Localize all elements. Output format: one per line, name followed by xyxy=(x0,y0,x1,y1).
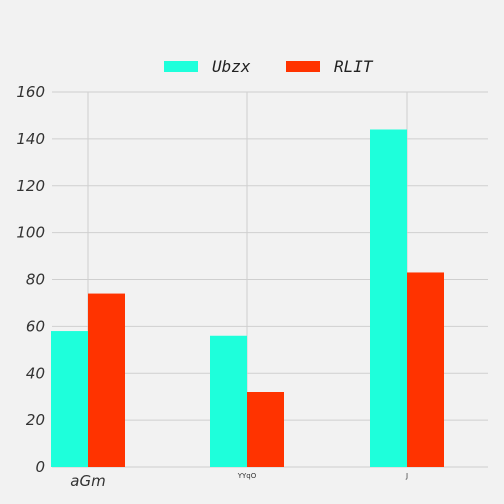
bars xyxy=(51,129,444,467)
x-tick-label: J xyxy=(405,472,408,480)
bar-rlit-yyqo xyxy=(247,392,284,467)
bar-rlit-j xyxy=(407,272,444,467)
x-axis-ticks: aGm YYqO J xyxy=(70,472,408,490)
legend-swatch-rlit xyxy=(286,61,320,72)
bar-ubzx-agm xyxy=(51,331,88,467)
y-tick-label: 20 xyxy=(26,411,45,429)
legend: Ubzx RLIT xyxy=(164,57,374,76)
y-tick-label: 60 xyxy=(26,317,45,335)
y-tick-label: 80 xyxy=(26,271,45,289)
y-tick-label: 100 xyxy=(16,224,45,242)
y-tick-label: 120 xyxy=(16,177,45,195)
y-tick-label: 40 xyxy=(26,364,45,382)
legend-label-ubzx: Ubzx xyxy=(212,57,251,76)
bar-ubzx-yyqo xyxy=(210,335,247,467)
bar-rlit-agm xyxy=(88,293,125,467)
legend-swatch-ubzx xyxy=(164,61,198,72)
legend-label-rlit: RLIT xyxy=(334,57,374,76)
y-tick-label: 160 xyxy=(16,83,45,101)
x-tick-label: YYqO xyxy=(237,472,257,480)
y-tick-label: 0 xyxy=(35,458,45,476)
y-axis-ticks: 0 20 40 60 80 100 120 140 160 xyxy=(16,83,45,476)
bar-ubzx-j xyxy=(370,129,407,467)
y-tick-label: 140 xyxy=(16,130,45,148)
x-tick-label: aGm xyxy=(70,472,105,490)
